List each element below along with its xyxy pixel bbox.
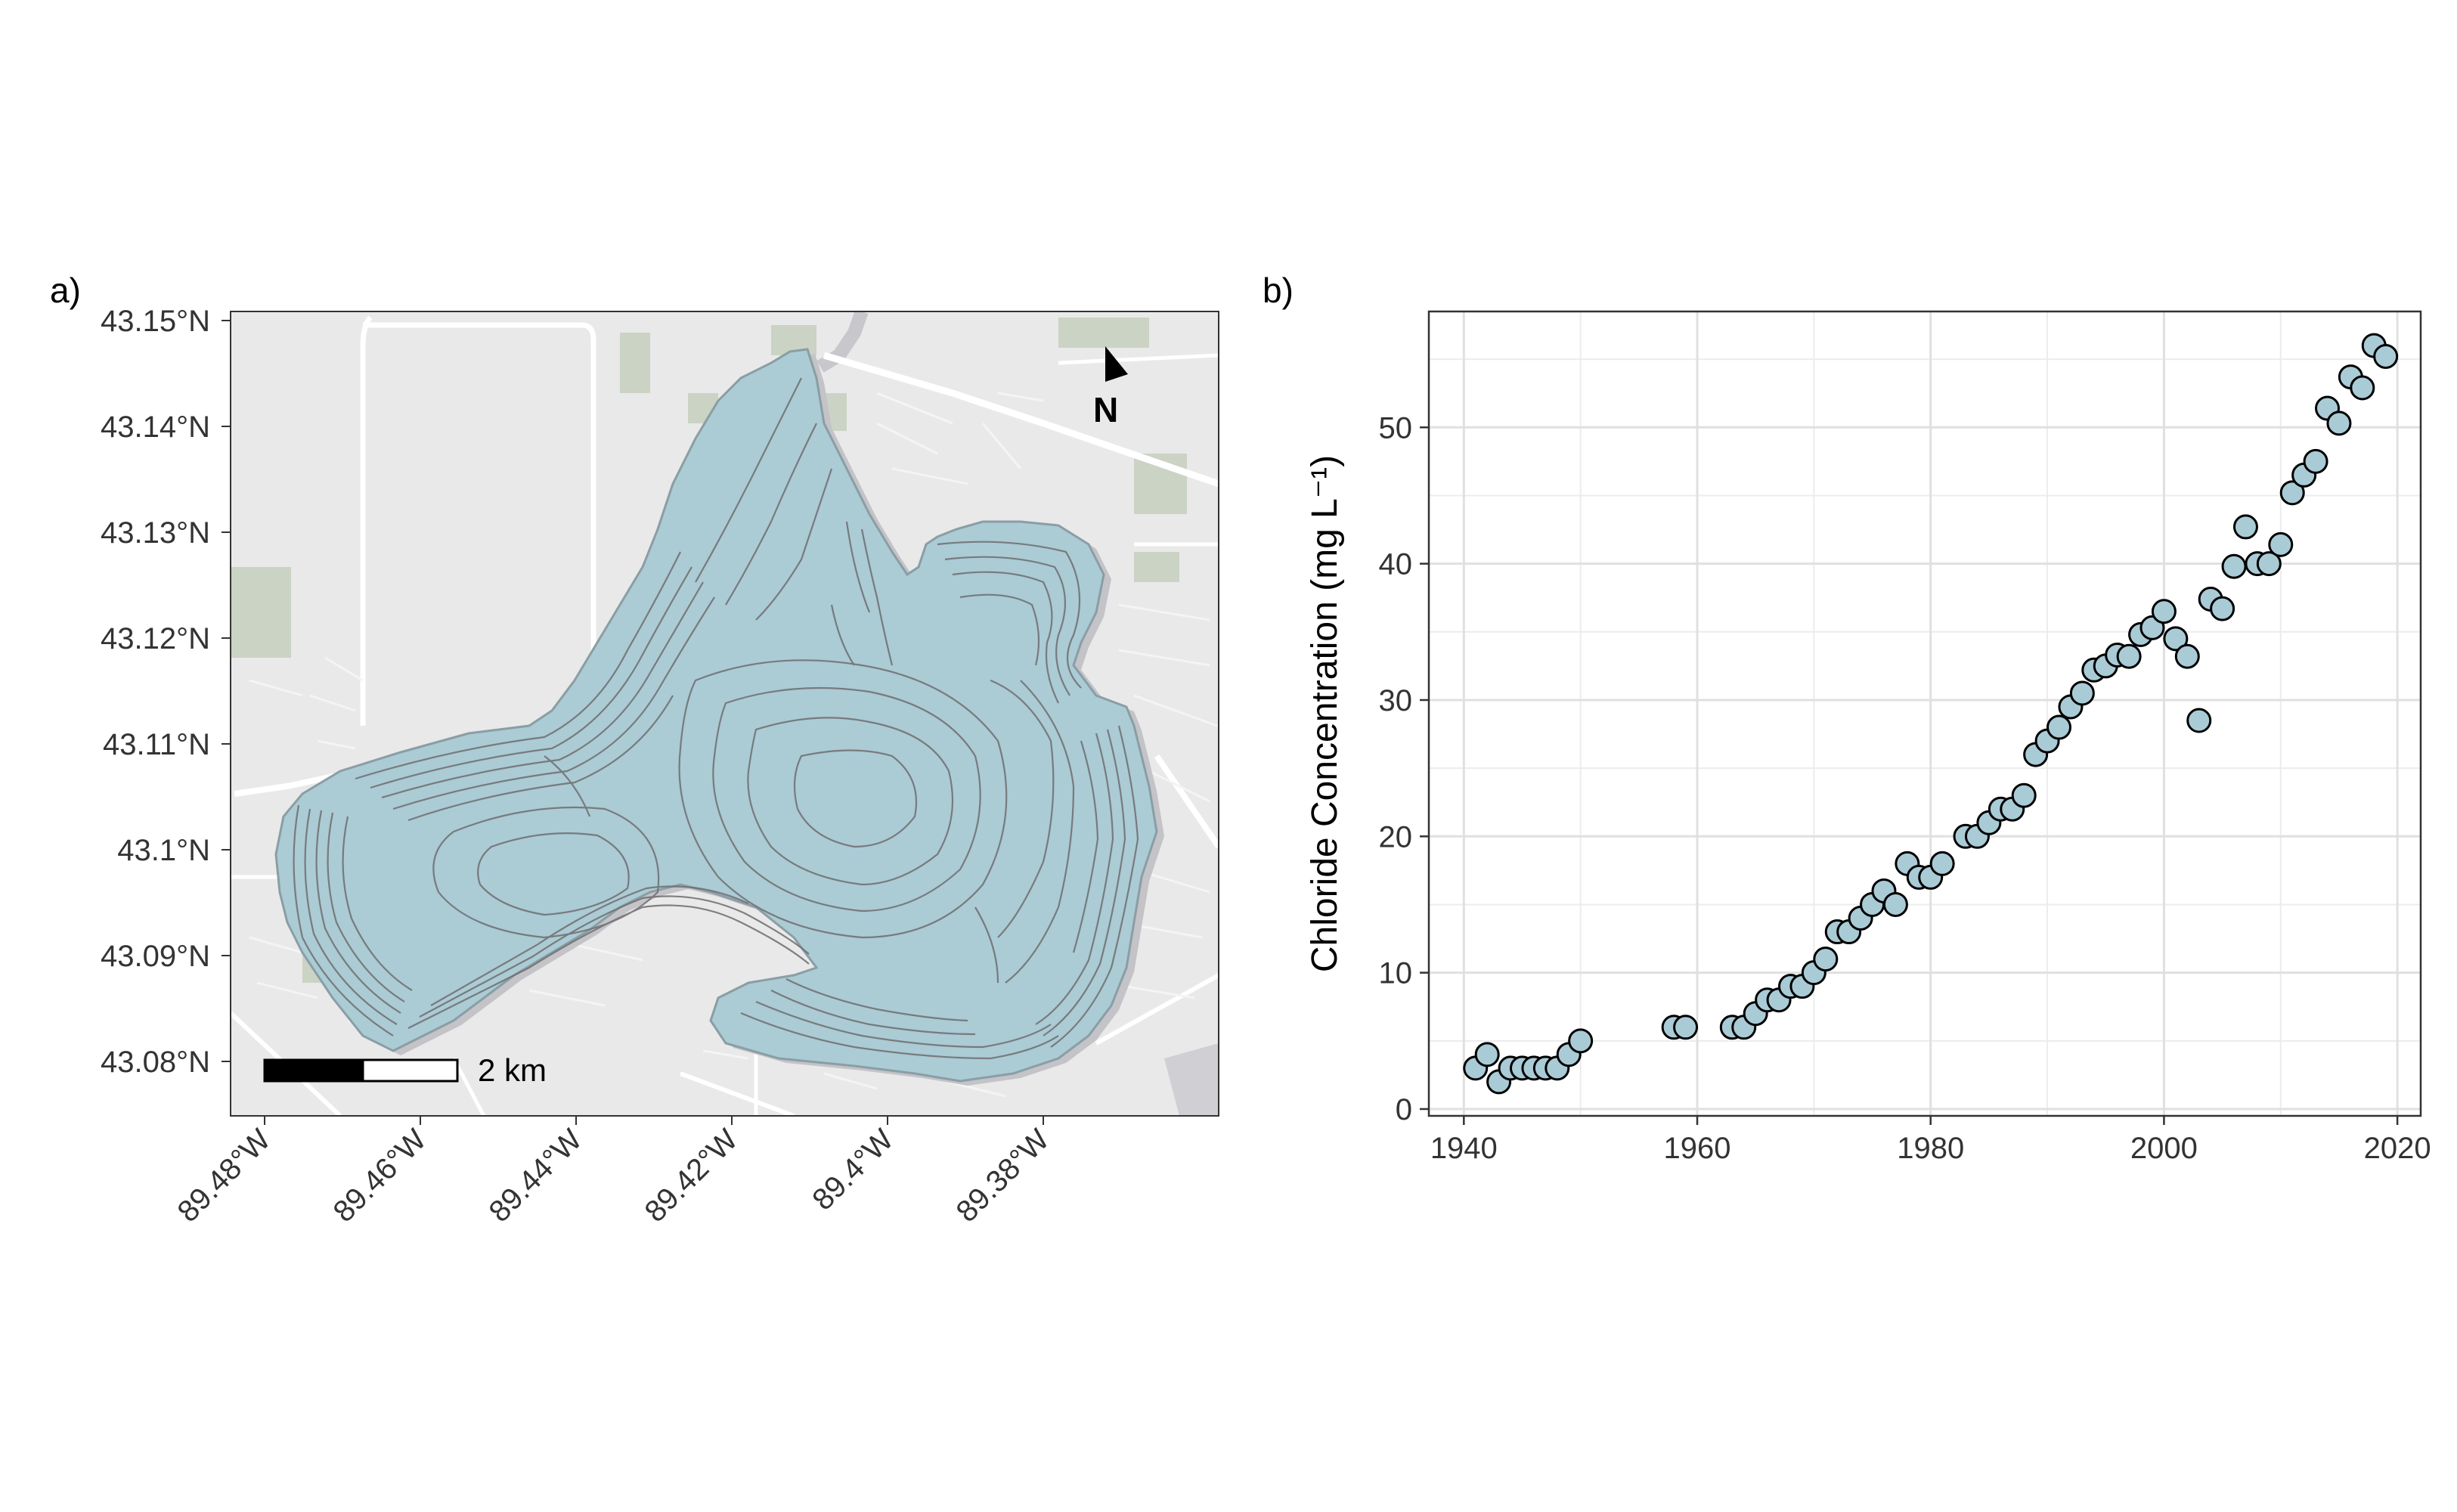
y-tick-label: 0 [1396, 1093, 1412, 1126]
lon-tick-label: 89.42°W [638, 1123, 744, 1228]
data-point [2011, 782, 2037, 808]
bathymetry-contours [293, 377, 1139, 1060]
north-arrow-icon: N [1093, 346, 1128, 429]
lon-tick-label: 89.48°W [171, 1123, 277, 1228]
data-point [1568, 1028, 1594, 1054]
data-point [2069, 680, 2095, 706]
longitude-axis: 89.48°W 89.46°W 89.44°W 89.42°W 89.4°W 89.38°… [171, 1116, 1056, 1228]
panel-b-label: b) [1263, 271, 1294, 310]
lat-tick-label: 43.15°N [101, 305, 210, 338]
data-point [2326, 411, 2352, 436]
map-roads [231, 315, 1219, 1116]
north-arrow-label: N [1093, 390, 1118, 429]
x-tick-label: 2000 [2130, 1132, 2198, 1165]
lat-tick-label: 43.11°N [103, 728, 210, 761]
data-point [2268, 531, 2294, 557]
scale-bar-label: 2 km [478, 1052, 547, 1088]
panel-a-map: a) [50, 271, 1219, 1228]
data-point [2256, 551, 2282, 577]
lat-tick-label: 43.08°N [101, 1046, 210, 1079]
lon-tick-label: 89.44°W [482, 1123, 588, 1228]
data-point [2163, 626, 2189, 652]
lon-tick-label: 89.38°W [950, 1123, 1055, 1228]
chart-points [1463, 333, 2399, 1095]
panel-a-label: a) [50, 271, 81, 310]
map-frame [230, 311, 1219, 1117]
data-point [2116, 643, 2142, 669]
data-point [2350, 375, 2375, 401]
data-point [2151, 599, 2177, 624]
data-point [2046, 714, 2072, 740]
lat-tick-label: 43.09°N [101, 940, 210, 973]
scale-bar: 2 km [263, 1052, 547, 1088]
x-tick-label: 1940 [1430, 1132, 1498, 1165]
lon-tick-label: 89.4°W [806, 1123, 900, 1216]
y-tick-label: 30 [1379, 684, 1413, 717]
chart-frame [1427, 310, 2422, 1117]
data-point [1813, 947, 1839, 972]
y-tick-label: 40 [1379, 548, 1413, 581]
data-point [2303, 448, 2328, 474]
lat-tick-label: 43.1°N [117, 834, 210, 867]
data-point [1882, 891, 1908, 917]
lat-tick-label: 43.14°N [101, 411, 210, 444]
data-point [2174, 643, 2200, 669]
chart-grid [1429, 311, 2421, 1116]
latitude-axis: 43.15°N 43.14°N 43.13°N 43.12°N 43.11°N 43.1°… [101, 305, 231, 1079]
y-tick-label: 20 [1379, 820, 1413, 854]
data-point [2221, 553, 2247, 579]
data-point [2186, 708, 2212, 733]
data-point [1673, 1015, 1699, 1040]
map-river [816, 311, 869, 373]
chart-y-axis-label: Chloride Concentration (mg L⁻¹) [1305, 455, 1345, 972]
data-point [1474, 1042, 1500, 1067]
lon-tick-label: 89.46°W [327, 1123, 432, 1228]
data-point [2373, 344, 2399, 370]
y-tick-label: 50 [1379, 411, 1413, 445]
data-point [2210, 596, 2235, 621]
data-point [1929, 850, 1955, 876]
map-streets [249, 392, 1218, 1098]
panel-b-chart: b) 1940 1960 1980 2000 2020 0 10 20 30 40 50 Chlor… [1263, 271, 2431, 1165]
x-tick-label: 1960 [1664, 1132, 1731, 1165]
x-tick-label: 2020 [2364, 1132, 2431, 1165]
x-tick-label: 1980 [1897, 1132, 1964, 1165]
data-point [2232, 514, 2258, 540]
lat-tick-label: 43.12°N [101, 622, 210, 655]
chart-axes: 1940 1960 1980 2000 2020 0 10 20 30 40 50 [1379, 411, 2431, 1165]
lat-tick-label: 43.13°N [101, 516, 210, 550]
y-tick-label: 10 [1379, 957, 1413, 990]
data-point [2279, 480, 2305, 506]
